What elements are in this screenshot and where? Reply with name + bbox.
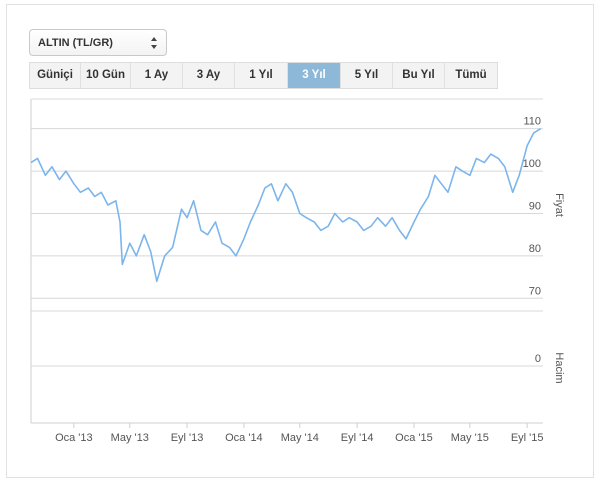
range-button-all[interactable]: Tümü xyxy=(455,69,487,81)
select-arrows-icon xyxy=(151,37,157,49)
range-button-3-months[interactable]: 3 Ay xyxy=(183,63,235,88)
x-tick-label: Oca '14 xyxy=(225,432,263,444)
price-series-line xyxy=(30,128,542,283)
x-tick-label: Oca '13 xyxy=(55,432,93,444)
volume-axis-title: Hacim xyxy=(553,352,565,383)
instrument-select-value: ALTIN (TL/GR) xyxy=(38,36,113,49)
range-button-5-years[interactable]: 5 Yıl xyxy=(341,63,393,88)
price-tick-label: 110 xyxy=(523,116,541,128)
range-button-3-years[interactable]: 3 Yıl xyxy=(288,63,341,88)
x-tick-label: Eyl '15 xyxy=(511,432,544,444)
range-button-10-days[interactable]: 10 Gün xyxy=(81,63,131,88)
price-tick-label: 90 xyxy=(529,200,541,212)
volume-tick-label: 0 xyxy=(535,353,541,365)
instrument-select[interactable]: ALTIN (TL/GR) xyxy=(29,29,167,56)
range-button-1-month[interactable]: 1 Ay xyxy=(131,63,183,88)
price-axis-title: Fiyat xyxy=(553,193,565,217)
range-button-1-year[interactable]: 1 Yıl xyxy=(235,63,288,88)
price-tick-label: 70 xyxy=(529,285,541,297)
x-tick-label: May '15 xyxy=(451,432,489,444)
price-tick-label: 100 xyxy=(523,158,541,170)
x-tick-label: Eyl '13 xyxy=(171,432,204,444)
range-selector: Güniçi 10 Gün 1 Ay 3 Ay 1 Yıl 3 Yıl 5 Yı… xyxy=(29,62,498,89)
range-button-intraday[interactable]: Güniçi xyxy=(30,63,81,88)
x-tick-label: May '13 xyxy=(111,432,149,444)
x-tick-label: Oca '15 xyxy=(395,432,433,444)
x-tick-label: Eyl '14 xyxy=(341,432,374,444)
price-tick-label: 80 xyxy=(529,243,541,255)
x-tick-label: May '14 xyxy=(281,432,319,444)
range-button-this-year[interactable]: Bu Yıl xyxy=(393,63,445,88)
